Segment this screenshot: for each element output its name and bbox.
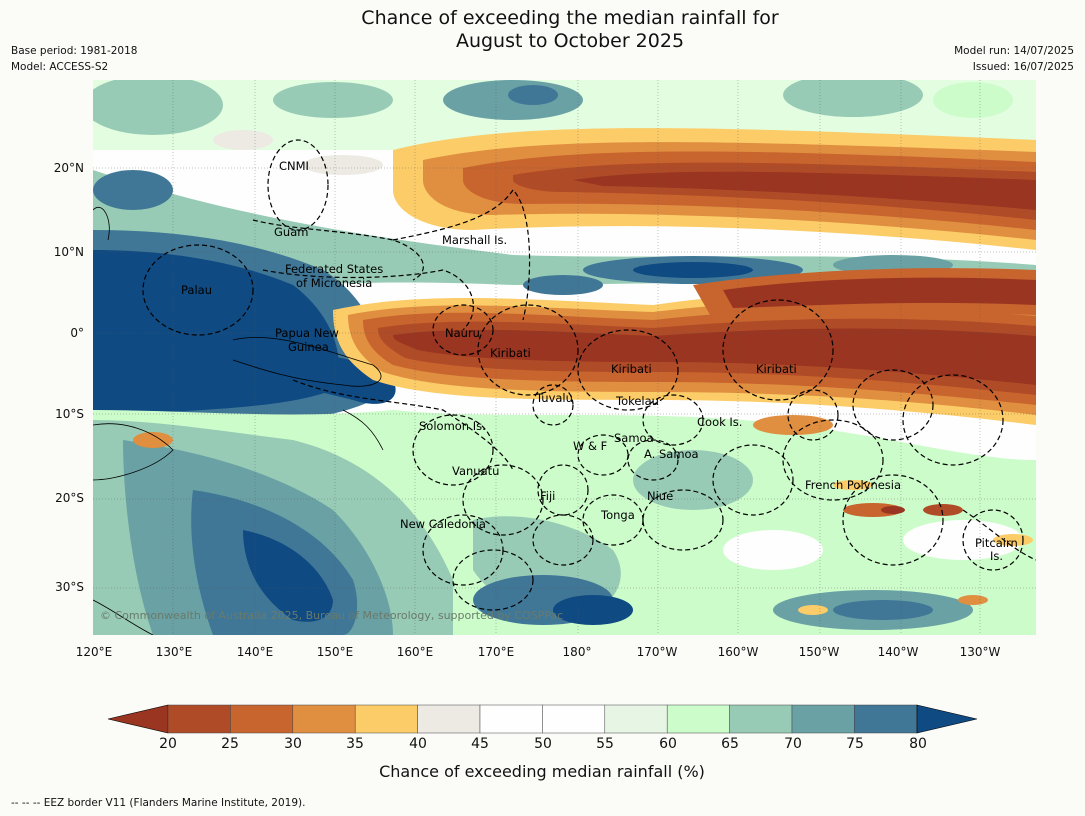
meta-right: Model run: 14/07/2025 Issued: 16/07/2025 bbox=[954, 43, 1074, 75]
region-label-kiribati-west: Kiribati bbox=[490, 346, 531, 360]
region-label-marshall-is: Marshall Is. bbox=[442, 233, 507, 247]
region-label-nauru: Nauru bbox=[445, 326, 480, 340]
rainfall-map[interactable]: CNMI Guam Marshall Is. Federated States … bbox=[93, 80, 1036, 635]
lat-label-10s: 10°S bbox=[55, 407, 84, 421]
north-dry-band bbox=[213, 128, 1036, 250]
lon-label-130e: 130°E bbox=[155, 645, 193, 659]
region-label-tokelau: Tokelau bbox=[615, 394, 659, 408]
lon-label-160e: 160°E bbox=[396, 645, 434, 659]
colorbar-cell bbox=[292, 704, 356, 734]
colorbar-tick: 75 bbox=[846, 736, 864, 752]
colorbar-cell bbox=[230, 704, 294, 734]
region-label-kiribati-east: Kiribati bbox=[756, 362, 797, 376]
lon-label-180: 180° bbox=[562, 645, 592, 659]
region-label-wallis-futuna: W & F bbox=[573, 439, 607, 453]
colorbar-tick: 65 bbox=[721, 736, 739, 752]
region-label-kiribati-central: Kiribati bbox=[611, 362, 652, 376]
eez-footnote: -- -- -- EEZ border V11 (Flanders Marine… bbox=[11, 797, 306, 809]
lon-label-160w: 160°W bbox=[717, 645, 759, 659]
region-label-solomon-is: Solomon Is. bbox=[419, 419, 486, 433]
colorbar-tick: 45 bbox=[471, 736, 489, 752]
colorbar-cells bbox=[167, 704, 918, 734]
lat-label-0: 0° bbox=[70, 326, 84, 340]
map-gridlines bbox=[93, 80, 1036, 635]
region-label-pitcairn-2: Is. bbox=[990, 549, 1003, 563]
colorbar-over-triangle bbox=[916, 704, 978, 734]
south-dry-spots bbox=[133, 415, 1033, 615]
lat-label-10n: 10°N bbox=[53, 245, 84, 259]
eez-borders bbox=[142, 139, 1036, 611]
meta-left: Base period: 1981-2018 Model: ACCESS-S2 bbox=[11, 43, 137, 75]
region-label-cnmi: CNMI bbox=[279, 159, 309, 173]
colorbar-tick: 40 bbox=[409, 736, 427, 752]
colorbar-tick: 60 bbox=[659, 736, 677, 752]
colorbar-cell bbox=[666, 704, 730, 734]
region-label-cook-is: Cook Is. bbox=[697, 415, 742, 429]
region-label-palau: Palau bbox=[181, 283, 212, 297]
colorbar-tick: 70 bbox=[784, 736, 802, 752]
colorbar-tick: 35 bbox=[346, 736, 364, 752]
colorbar-tick: 25 bbox=[221, 736, 239, 752]
colorbar-cell bbox=[479, 704, 543, 734]
region-label-fsm-2: of Micronesia bbox=[296, 276, 372, 290]
rainfall-map-svg: CNMI Guam Marshall Is. Federated States … bbox=[93, 80, 1036, 635]
region-label-fiji: Fiji bbox=[540, 489, 555, 503]
region-label-french-polynesia: French Polynesia bbox=[805, 478, 901, 492]
land-masses bbox=[93, 207, 384, 635]
south-wet-region bbox=[93, 410, 1036, 635]
lat-label-20n: 20°N bbox=[53, 161, 84, 175]
region-label-png-2: Guinea bbox=[288, 340, 329, 354]
colorbar-under-triangle bbox=[107, 704, 169, 734]
colorbar-label: Chance of exceeding median rainfall (%) bbox=[379, 762, 705, 781]
region-label-png-1: Papua New bbox=[275, 326, 339, 340]
colorbar bbox=[107, 704, 978, 734]
copyright-text: © Commonwealth of Australia 2025, Bureau… bbox=[100, 609, 564, 622]
colorbar-cell bbox=[354, 704, 418, 734]
region-label-samoa: Samoa bbox=[614, 431, 654, 445]
lon-label-170w: 170°W bbox=[636, 645, 678, 659]
region-label-new-caledonia: New Caledonia bbox=[400, 517, 486, 531]
colorbar-tick: 50 bbox=[534, 736, 552, 752]
colorbar-cell bbox=[542, 704, 606, 734]
region-label-fsm-1: Federated States bbox=[285, 262, 383, 276]
north-green-patches bbox=[93, 80, 1036, 150]
colorbar-tick: 20 bbox=[159, 736, 177, 752]
region-labels: CNMI Guam Marshall Is. Federated States … bbox=[181, 159, 1018, 563]
colorbar-cell bbox=[417, 704, 481, 734]
region-label-american-samoa: A. Samoa bbox=[644, 447, 699, 461]
region-label-tuvalu: Tuvalu bbox=[535, 391, 573, 405]
map-title: Chance of exceeding the median rainfall … bbox=[0, 7, 1085, 53]
map-title-line1: Chance of exceeding the median rainfall … bbox=[361, 7, 779, 29]
model-run-text: Model run: 14/07/2025 bbox=[954, 45, 1074, 57]
colorbar-cell bbox=[854, 704, 918, 734]
model-text: Model: ACCESS-S2 bbox=[11, 61, 109, 73]
lon-label-140e: 140°E bbox=[236, 645, 274, 659]
region-label-guam: Guam bbox=[274, 225, 308, 239]
region-label-vanuatu: Vanuatu bbox=[452, 464, 499, 478]
colorbar-tick: 80 bbox=[909, 736, 927, 752]
lat-label-20s: 20°S bbox=[55, 491, 84, 505]
lon-label-140w: 140°W bbox=[877, 645, 919, 659]
base-period-text: Base period: 1981-2018 bbox=[11, 45, 138, 57]
colorbar-cell bbox=[791, 704, 855, 734]
colorbar-tick: 30 bbox=[284, 736, 302, 752]
lon-label-150w: 150°W bbox=[798, 645, 840, 659]
lon-label-120e: 120°E bbox=[75, 645, 113, 659]
colorbar-tick: 55 bbox=[596, 736, 614, 752]
colorbar-cell bbox=[604, 704, 668, 734]
colorbar-cell bbox=[167, 704, 231, 734]
lon-label-130w: 130°W bbox=[959, 645, 1001, 659]
map-title-line2: August to October 2025 bbox=[455, 30, 685, 52]
issued-text: Issued: 16/07/2025 bbox=[972, 61, 1074, 73]
lat-label-30s: 30°S bbox=[55, 580, 84, 594]
region-label-tonga: Tonga bbox=[600, 508, 635, 522]
region-label-pitcairn-1: Pitcairn bbox=[975, 536, 1018, 550]
lon-label-150e: 150°E bbox=[316, 645, 354, 659]
region-label-niue: Niue bbox=[647, 489, 673, 503]
lon-label-170e: 170°E bbox=[477, 645, 515, 659]
colorbar-cell bbox=[729, 704, 793, 734]
